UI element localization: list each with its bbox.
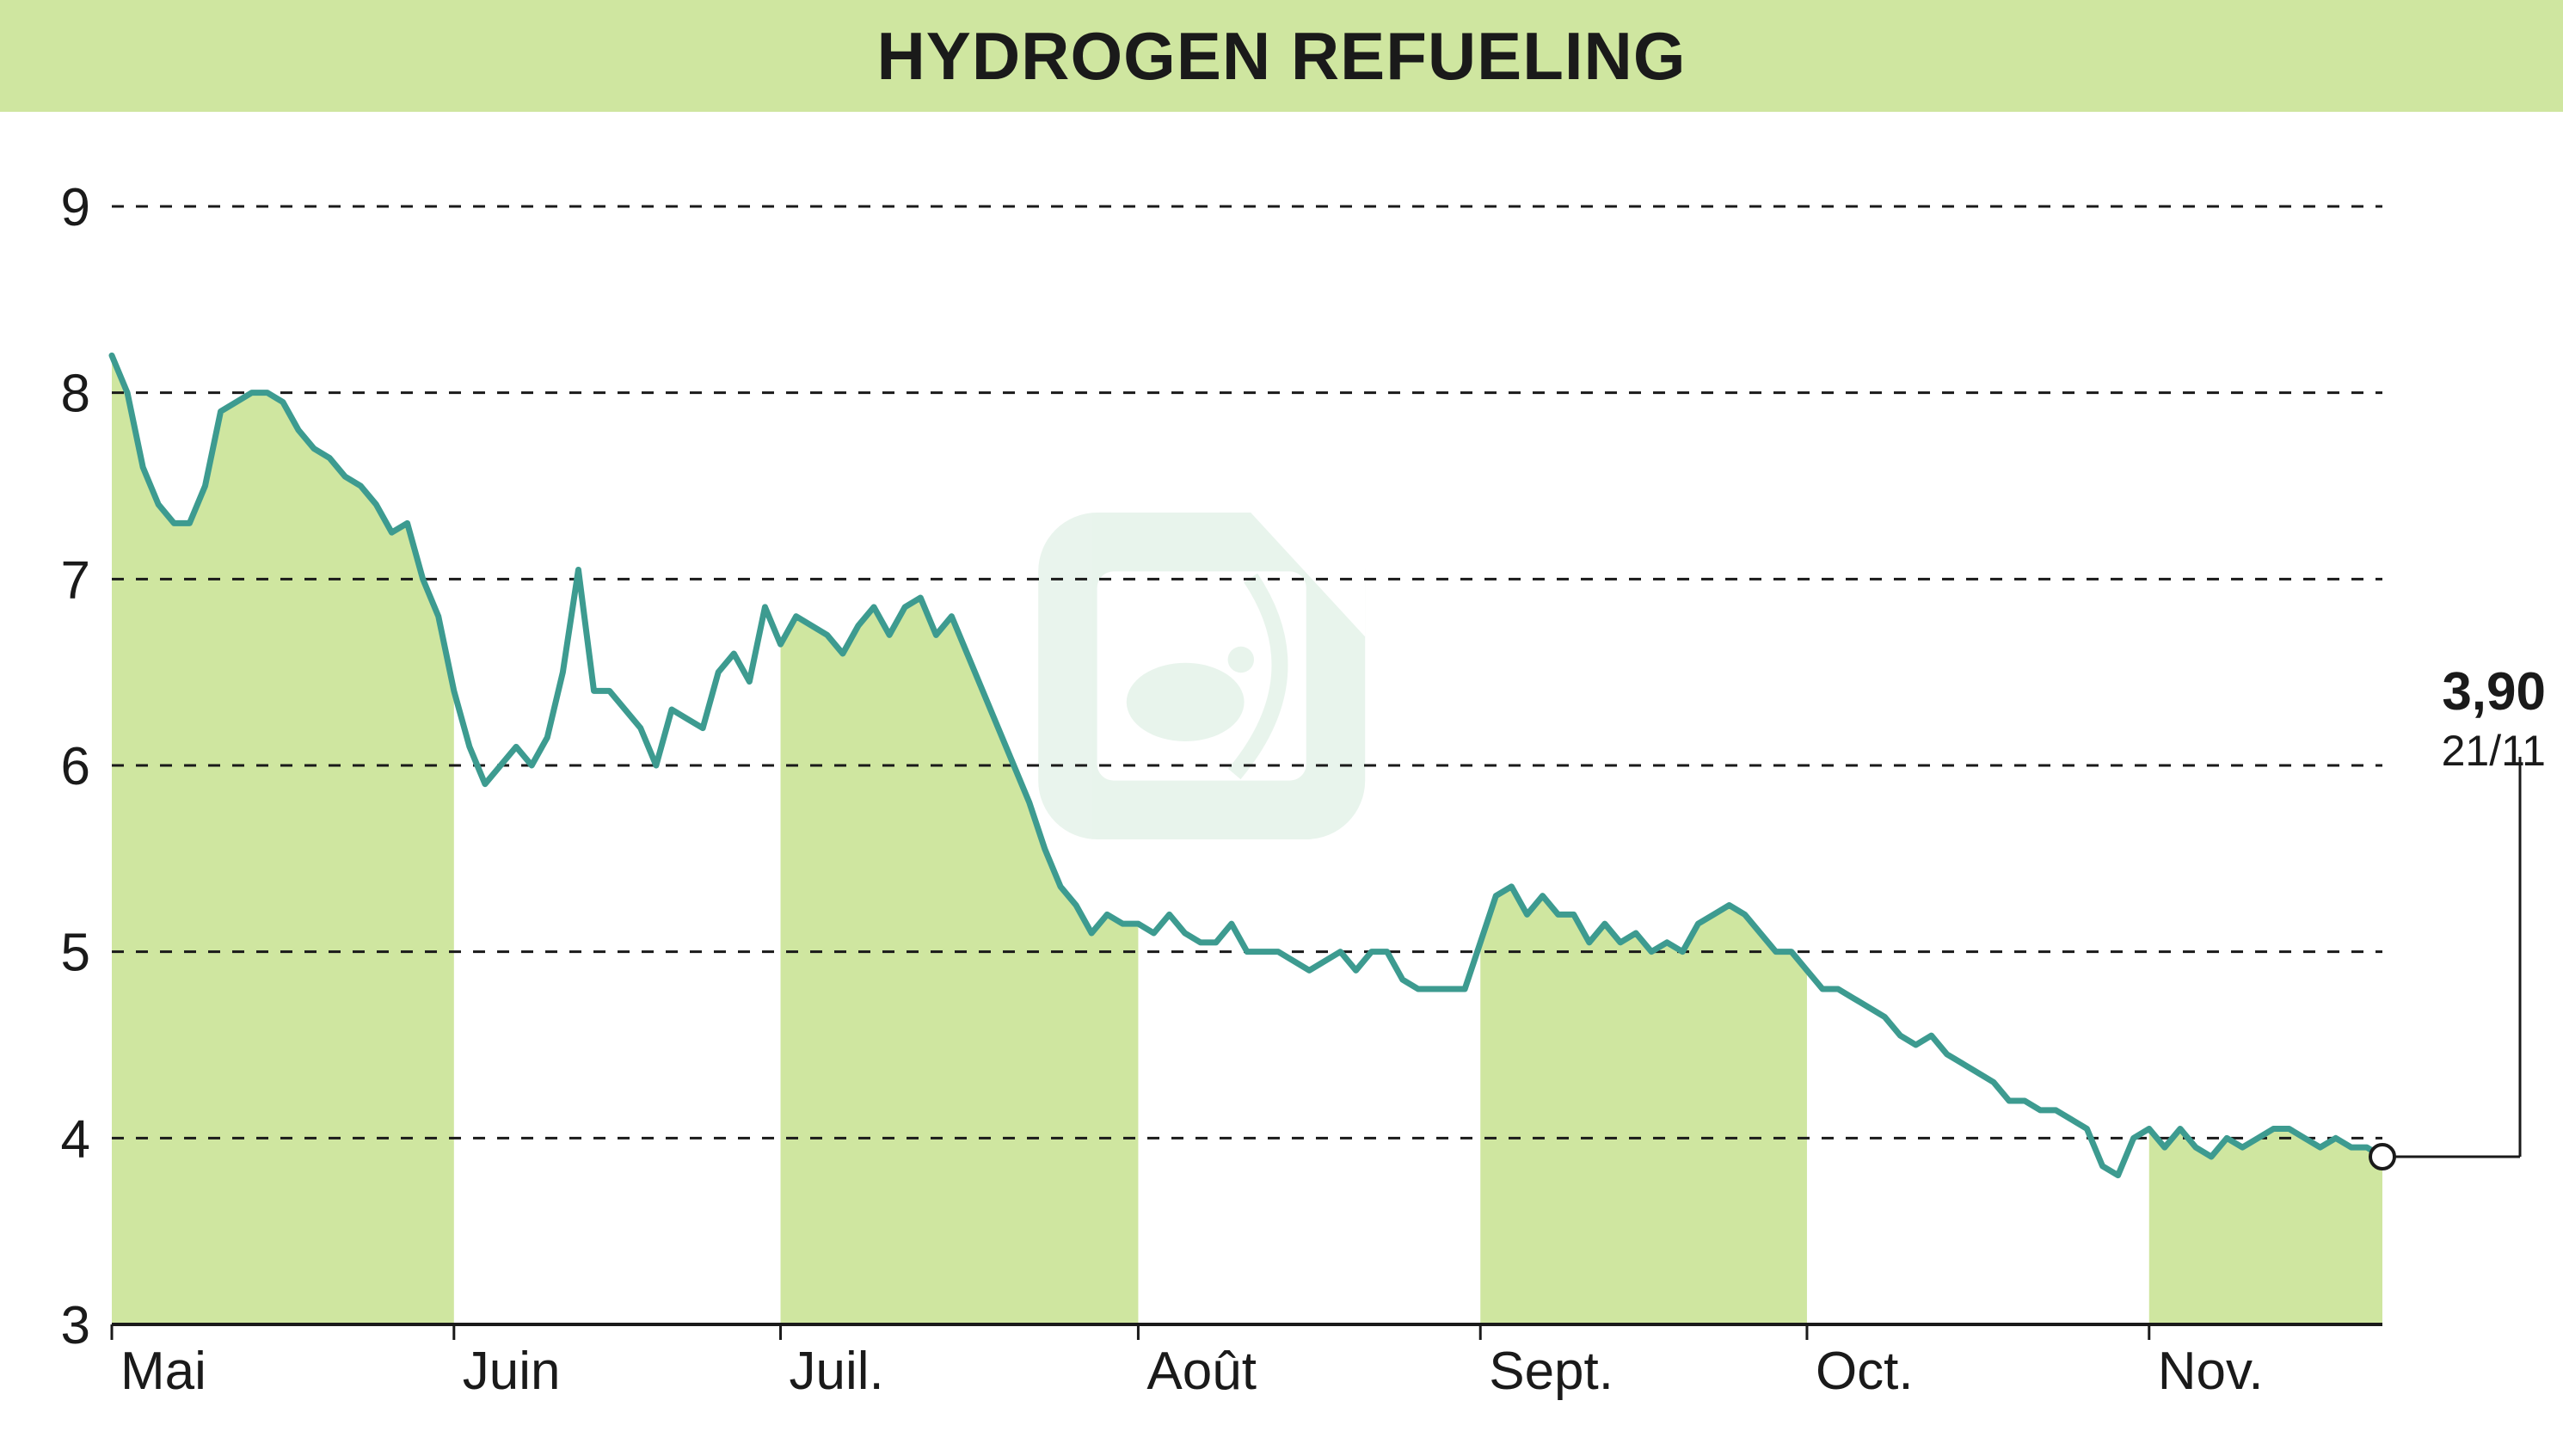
y-tick-label: 9 — [61, 178, 90, 237]
x-tick-label: Sept. — [1489, 1342, 1613, 1401]
month-fill — [112, 355, 454, 1324]
title-bar: HYDROGEN REFUELING — [0, 0, 2563, 112]
x-tick-label: Oct. — [1816, 1342, 1914, 1401]
x-tick-label: Juin — [463, 1342, 561, 1401]
page-title: HYDROGEN REFUELING — [876, 17, 1686, 95]
x-tick-label: Mai — [120, 1342, 206, 1401]
end-value-label: 3,90 — [2442, 662, 2546, 722]
y-tick-label: 8 — [61, 365, 90, 424]
y-tick-label: 3 — [61, 1296, 90, 1355]
y-tick-label: 5 — [61, 924, 90, 983]
watermark-icon — [1038, 513, 1365, 839]
y-tick-label: 7 — [61, 550, 90, 610]
end-point-marker — [2370, 1145, 2394, 1169]
end-date-label: 21/11 — [2442, 727, 2546, 775]
month-fill — [2149, 1129, 2382, 1325]
x-tick-label: Nov. — [2158, 1342, 2264, 1401]
y-tick-label: 6 — [61, 737, 90, 796]
x-tick-label: Juil. — [790, 1342, 884, 1401]
y-tick-label: 4 — [61, 1109, 90, 1169]
price-chart: 3 4 5 6 7 8 9 Mai Juin Juil. Août Sept. Oct. Nov. 3,90… — [0, 155, 2563, 1456]
x-tick-label: Août — [1146, 1342, 1257, 1401]
